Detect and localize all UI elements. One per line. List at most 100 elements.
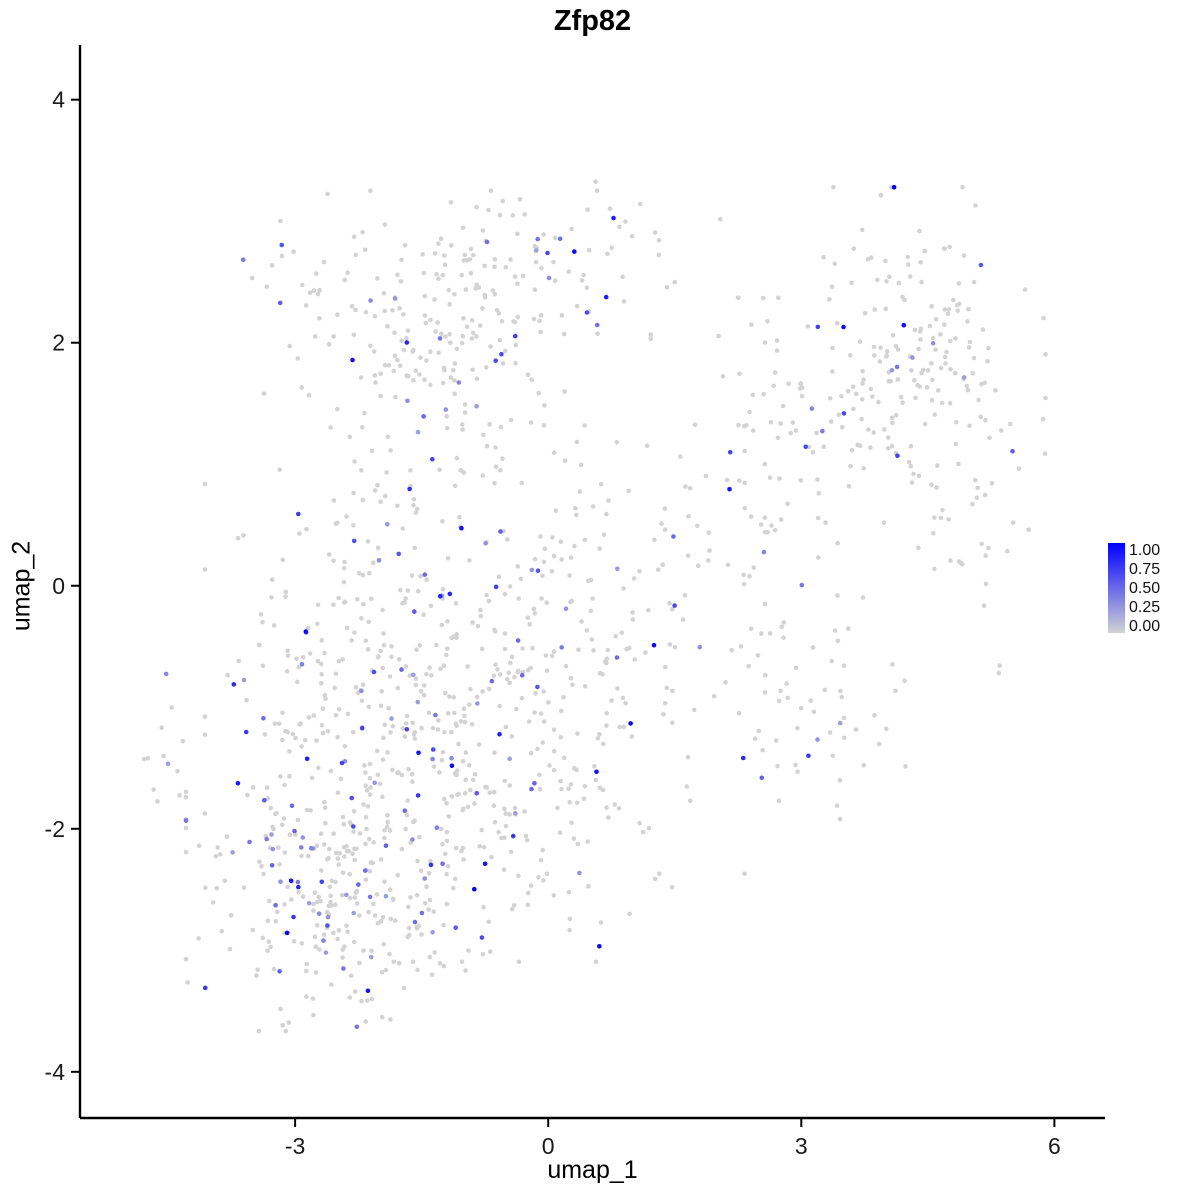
cell-point [543,653,549,658]
cell-point [861,465,866,471]
cell-point [302,738,308,743]
cell-point [165,761,171,766]
cell-point [280,737,285,743]
cell-point [853,727,859,732]
cell-point [439,622,445,628]
cell-point [552,235,558,241]
cell-point [392,353,398,359]
cell-point [448,243,454,248]
cell-point [493,464,499,470]
cell-point [795,725,800,731]
y-tick-label: 2 [52,330,65,356]
cell-point [454,455,460,461]
cell-point [569,226,574,232]
cell-point [503,811,509,816]
cell-point [1041,315,1046,321]
cell-point [443,690,448,696]
cell-point [496,574,502,579]
cell-point [459,340,465,346]
cell-point [902,678,907,683]
color-legend: 1.00 0.75 0.50 0.25 0.00 [1108,543,1160,635]
cell-point [895,453,900,459]
cell-point [420,252,426,257]
cell-point [541,423,547,428]
cell-point [493,662,498,667]
cell-point [260,619,265,625]
cell-point [727,449,733,455]
cell-point [593,179,598,184]
cell-point [996,670,1002,676]
cell-point [793,762,798,768]
cell-point [453,721,459,726]
cell-point [270,824,275,830]
cell-point [404,373,410,379]
cell-point [381,643,387,648]
cell-point [607,206,613,211]
cell-point [417,834,422,840]
cell-point [357,831,363,836]
cell-point [1008,421,1013,427]
cell-point [335,312,340,317]
cell-point [333,671,339,677]
cell-point [798,478,804,483]
cell-point [282,782,287,788]
cell-point [848,463,853,469]
cell-point [202,481,208,487]
cell-point [279,253,285,259]
cell-point [479,935,485,940]
cell-point [401,312,406,317]
cell-point [861,377,866,383]
cell-point [508,257,513,262]
cell-point [738,644,744,649]
cell-point [315,621,320,627]
cell-point [514,706,519,712]
cell-point [748,514,754,519]
cell-point [382,222,388,227]
cell-point [384,470,389,475]
cell-point [974,495,980,501]
cell-point [487,790,493,795]
cell-point [547,763,552,768]
cell-point [337,851,343,856]
cell-point [411,819,416,825]
cell-point [382,308,388,314]
cell-point [474,376,480,382]
cell-point [459,848,464,854]
cell-point [657,871,662,876]
cell-point [960,184,965,190]
cell-point [299,853,304,859]
cell-point [414,892,420,898]
cell-point [306,392,312,398]
cell-point [430,930,435,935]
cell-point [776,698,782,704]
cell-point [932,566,937,572]
cell-point [440,272,446,278]
cell-point [591,648,596,653]
cell-point [524,837,530,843]
cell-point [736,710,742,716]
cell-point [359,468,364,473]
cell-point [871,344,877,350]
cell-point [889,443,895,449]
cell-point [918,326,924,332]
cell-point [412,545,418,551]
cell-point [378,371,384,377]
cell-point [428,858,433,864]
cell-point [415,429,421,435]
cell-point [829,284,835,290]
cell-point [860,397,865,402]
cell-point [884,279,889,284]
cell-point [621,299,627,304]
y-axis-title: umap_2 [7,540,36,632]
cell-point [577,489,583,494]
cell-point [391,368,397,374]
cell-point [367,792,373,797]
cell-point [605,647,611,653]
cell-point [585,207,590,213]
cell-point [944,349,949,355]
cell-point [574,512,579,518]
cell-point [459,959,465,965]
cell-point [360,229,365,235]
cell-point [746,663,751,669]
cell-point [861,763,867,768]
